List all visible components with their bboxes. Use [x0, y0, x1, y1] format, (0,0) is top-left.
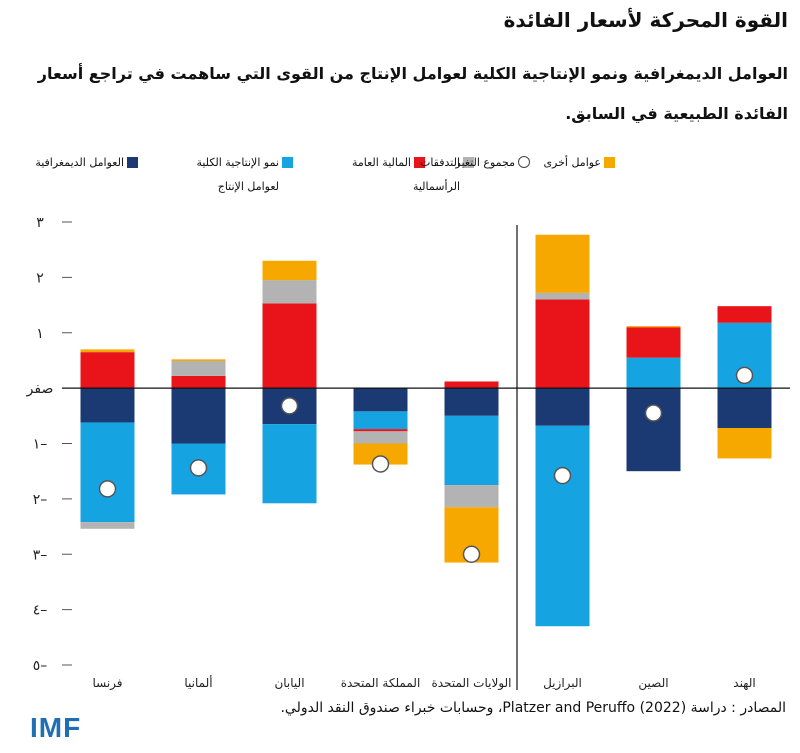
legend-label-fiscal: المالية العامة — [351, 156, 411, 169]
bar-other-0 — [80, 349, 135, 353]
legend-label-flows: التدفقات الرأسمالية — [412, 156, 460, 193]
legend-swatch-other — [604, 157, 615, 168]
y-tick-label-2: ١ — [36, 326, 44, 342]
chart-subtitle: العوامل الديمغرافية ونمو الإنتاجية الكلي… — [37, 64, 788, 123]
y-tick-label-1: ٢ — [36, 270, 44, 286]
total-marker-6 — [644, 404, 663, 422]
bar-fiscal-0 — [80, 352, 135, 389]
legend-swatch-fiscal — [414, 157, 425, 168]
total-marker-1 — [189, 459, 208, 477]
legend-label-tfp: نمو الإنتاجية الكلية لعوامل الإنتاج — [196, 156, 279, 193]
y-tick-label-5: ٢– — [33, 492, 48, 508]
bar-fiscal-2 — [262, 303, 317, 389]
bar-other-5 — [535, 234, 590, 293]
y-tick-label-4: ١– — [33, 437, 48, 453]
bar-flows-0 — [80, 522, 135, 529]
bar-tfp-0 — [80, 422, 135, 523]
bar-demographics-4 — [444, 388, 499, 416]
legend-swatch-flows — [463, 157, 474, 168]
bar-fiscal-7 — [717, 306, 772, 323]
y-tick-label-0: ٣ — [36, 215, 44, 231]
bar-demographics-0 — [80, 388, 135, 423]
legend-item-total: مجموع التغير — [430, 151, 530, 175]
imf-logo: IMF — [30, 712, 82, 743]
bar-other-6 — [626, 326, 681, 328]
bar-demographics-6 — [626, 388, 681, 472]
bar-fiscal-3 — [353, 429, 408, 432]
legend-item-tfp: نمو الإنتاجية الكلية لعوامل الإنتاج — [173, 151, 293, 199]
total-marker-4 — [462, 545, 481, 563]
legend-item-fiscal: المالية العامة — [325, 151, 425, 175]
bar-tfp-2 — [262, 424, 317, 504]
legend: العوامل الديمغرافية نمو الإنتاجية الكلية… — [0, 151, 800, 201]
bar-other-3 — [353, 443, 408, 465]
bar-flows-5 — [535, 292, 590, 300]
bar-flows-4 — [444, 485, 499, 508]
x-tick-label-6: الصين — [638, 676, 668, 691]
legend-label-other: عوامل أخرى — [543, 156, 601, 169]
bar-other-1 — [171, 359, 226, 361]
total-marker-7 — [735, 366, 754, 385]
bar-demographics-3 — [353, 388, 408, 412]
legend-marker-total — [518, 156, 530, 168]
bar-fiscal-5 — [535, 299, 590, 389]
x-tick-label-3: المملكة المتحدة — [341, 676, 421, 690]
legend-item-demographics: العوامل الديمغرافية — [0, 151, 138, 175]
total-marker-0 — [98, 480, 117, 498]
total-marker-5 — [553, 466, 572, 485]
x-tick-label-2: اليابان — [274, 676, 304, 690]
bar-fiscal-1 — [171, 375, 226, 389]
y-tick-label-7: ٤– — [33, 603, 48, 619]
y-tick-label-6: ٣– — [33, 547, 48, 563]
legend-label-total: مجموع التغير — [455, 156, 515, 169]
bar-demographics-1 — [171, 388, 226, 444]
bar-fiscal-6 — [626, 327, 681, 358]
bar-flows-1 — [171, 360, 226, 376]
bar-fiscal-4 — [444, 381, 499, 389]
legend-label-demographics: العوامل الديمغرافية — [35, 156, 124, 169]
bar-tfp-4 — [444, 415, 499, 486]
bar-tfp-5 — [535, 425, 590, 627]
legend-swatch-demographics — [127, 157, 138, 168]
total-marker-2 — [280, 397, 299, 415]
x-tick-label-0: فرنسا — [92, 676, 122, 691]
bar-demographics-7 — [717, 388, 772, 428]
legend-item-flows: التدفقات الرأسمالية — [412, 151, 474, 199]
bar-other-7 — [717, 427, 772, 459]
y-tick-label-3: صفر — [26, 381, 54, 397]
bar-tfp-3 — [353, 411, 408, 430]
x-tick-label-1: ألمانيا — [184, 675, 212, 690]
x-tick-label-7: الهند — [733, 676, 755, 690]
x-tick-label-4: الولايات المتحدة — [431, 676, 511, 691]
source-note: المصادر : دراسة (2022) Platzer and Peruf… — [280, 700, 786, 716]
bar-tfp-6 — [626, 357, 681, 389]
total-marker-3 — [371, 455, 390, 473]
chart-title: القوة المحركة لأسعار الفائدة — [503, 8, 788, 32]
bar-other-2 — [262, 260, 317, 281]
bar-demographics-5 — [535, 388, 590, 426]
y-tick-label-8: ٥– — [33, 658, 48, 674]
legend-swatch-tfp — [282, 157, 293, 168]
bar-flows-2 — [262, 280, 317, 304]
legend-item-other: عوامل أخرى — [535, 151, 615, 175]
bar-flows-3 — [353, 431, 408, 444]
x-tick-label-5: البرازيل — [543, 676, 582, 691]
